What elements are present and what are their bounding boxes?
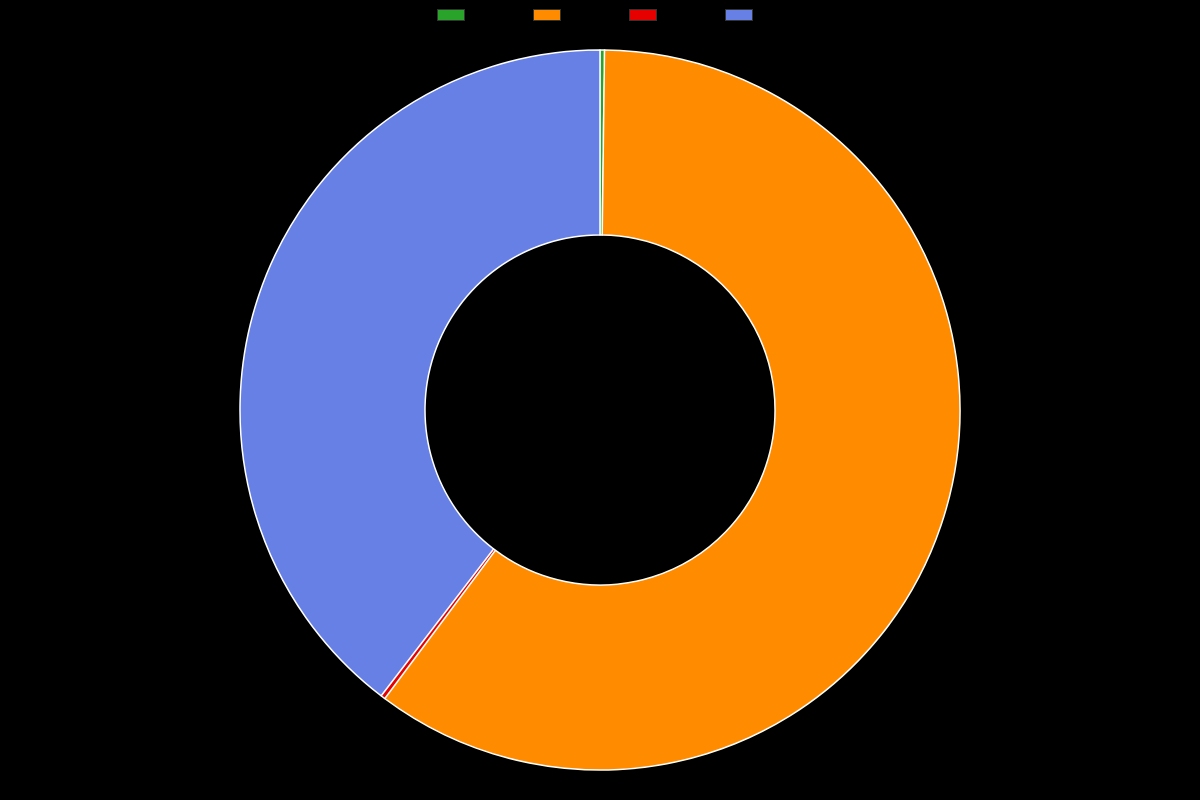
donut-chart-container bbox=[0, 0, 1200, 800]
donut-chart bbox=[0, 0, 1200, 800]
chart-stage bbox=[0, 0, 1200, 800]
